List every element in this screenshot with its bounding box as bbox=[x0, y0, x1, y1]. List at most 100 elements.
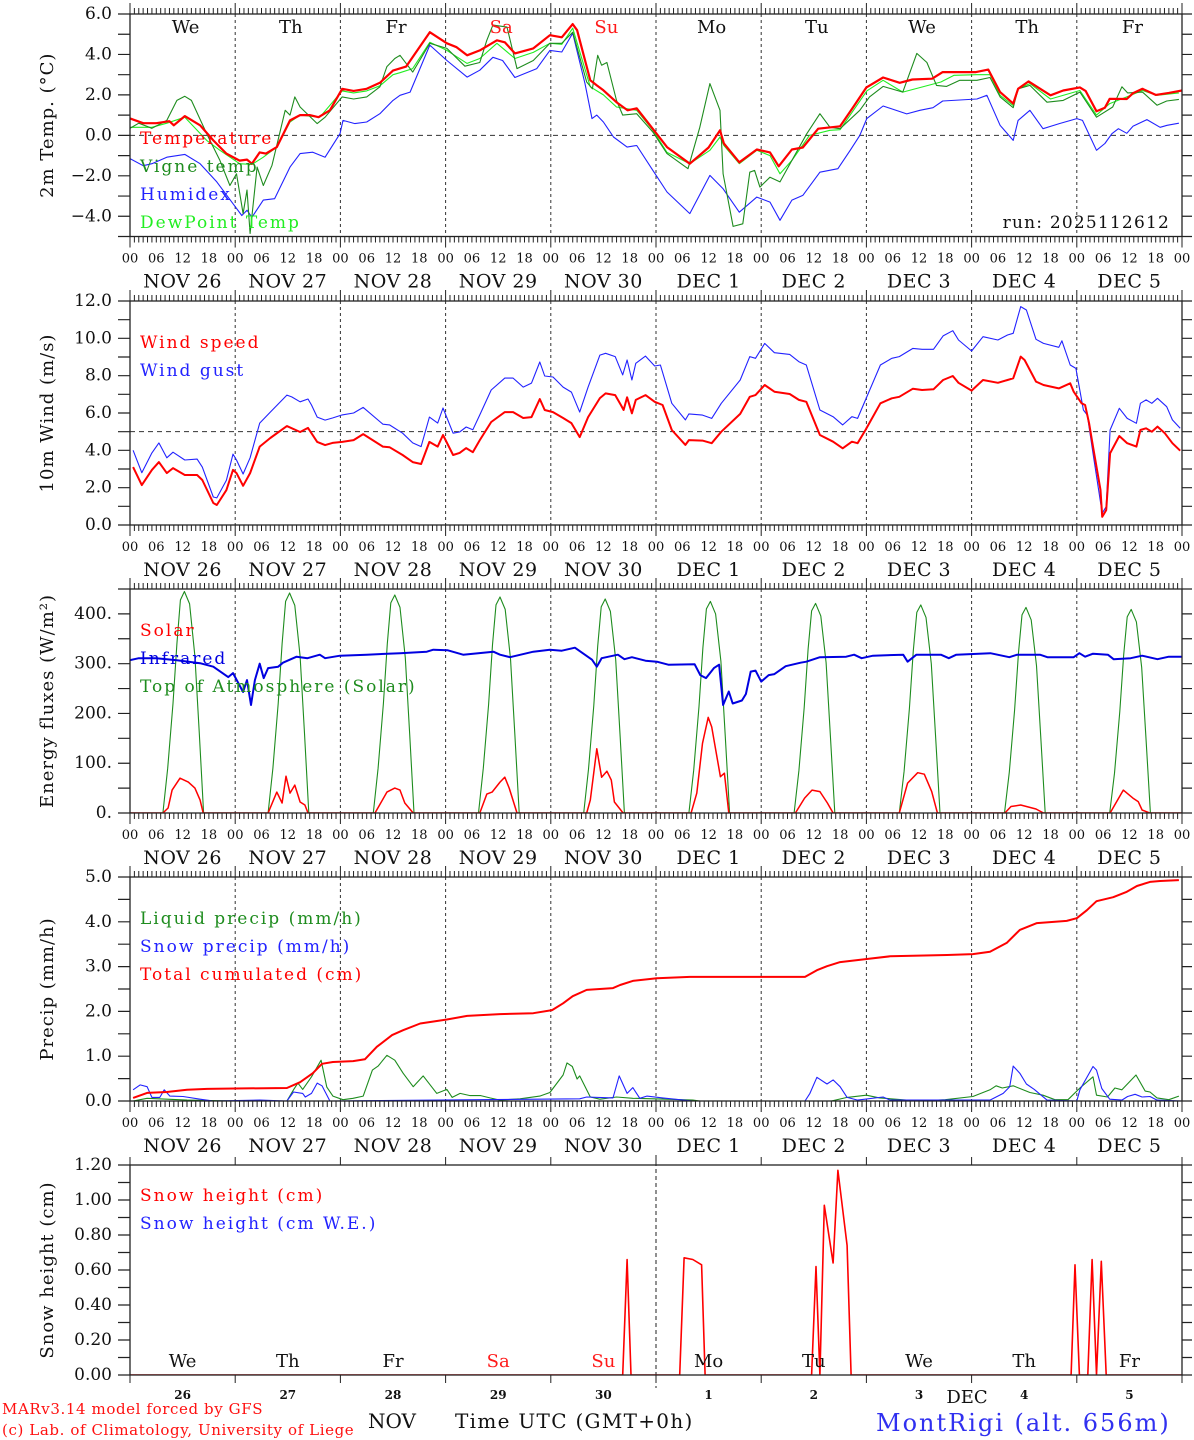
plot-layer: 6.0 4.0 2.0 0.0 −2.0 −4.0 2m Temp. (°C) Tempera… bbox=[37, 3, 1192, 1402]
y-axis-ticks bbox=[118, 13, 1192, 238]
y-tick-label: 5.0 bbox=[85, 867, 112, 887]
x-tick-label: 00 bbox=[122, 828, 139, 843]
x-tick-label: 12 bbox=[911, 252, 928, 267]
weekday-label: We bbox=[169, 1351, 197, 1372]
y-tick-label: 8.0 bbox=[85, 366, 112, 386]
x-tick-label: 18 bbox=[411, 540, 428, 555]
legend-entry: Liquid precip (mm/h) bbox=[140, 909, 363, 929]
date-label: DEC 5 bbox=[1097, 271, 1161, 293]
x-tick-label: 06 bbox=[990, 252, 1007, 267]
y-tick-label: 6.0 bbox=[85, 403, 112, 423]
x-tick-label: 06 bbox=[1095, 252, 1112, 267]
day-number-label: 3 bbox=[915, 1388, 923, 1402]
x-tick-label: 00 bbox=[753, 540, 770, 555]
x-tick-label: 12 bbox=[1016, 828, 1033, 843]
legend-entry: Wind gust bbox=[140, 361, 245, 381]
weekday-label: We bbox=[905, 1351, 933, 1372]
x-tick-label: 18 bbox=[411, 252, 428, 267]
x-tick-label: 00 bbox=[332, 1116, 349, 1131]
x-tick-label: 00 bbox=[543, 540, 560, 555]
date-label: NOV 29 bbox=[459, 271, 538, 293]
x-tick-label: 00 bbox=[648, 540, 665, 555]
y-tick-label: 12.0 bbox=[74, 291, 112, 311]
weekday-label: Fr bbox=[382, 1351, 403, 1372]
date-label: NOV 28 bbox=[354, 271, 433, 293]
x-tick-label: 06 bbox=[253, 1116, 270, 1131]
x-tick-label: 06 bbox=[779, 828, 796, 843]
run-annotation: run: 2025112612 bbox=[1003, 213, 1170, 233]
plot-frame bbox=[129, 1164, 1183, 1376]
x-tick-label: 12 bbox=[1121, 252, 1138, 267]
day-number-label: 2 bbox=[810, 1388, 818, 1402]
x-tick-label: 12 bbox=[280, 540, 297, 555]
x-tick-label: 18 bbox=[832, 252, 849, 267]
y-tick-label: 2.0 bbox=[85, 1001, 112, 1021]
plot-frame bbox=[129, 876, 1183, 1102]
x-tick-label: 18 bbox=[201, 1116, 218, 1131]
x-tick-label: 06 bbox=[674, 540, 691, 555]
plot-frame bbox=[129, 588, 1183, 814]
day-number-label: 1 bbox=[704, 1388, 712, 1402]
x-tick-label: 00 bbox=[1069, 828, 1086, 843]
date-label: DEC 5 bbox=[1097, 559, 1161, 581]
x-tick-label: 12 bbox=[911, 828, 928, 843]
series-line-top-of-atmosphere-solar- bbox=[130, 590, 1182, 813]
x-tick-label: 12 bbox=[911, 1116, 928, 1131]
x-tick-label: 00 bbox=[1174, 828, 1191, 843]
x-tick-label: 00 bbox=[332, 252, 349, 267]
y-tick-label: 2.0 bbox=[85, 85, 112, 105]
x-tick-label: 00 bbox=[227, 828, 244, 843]
x-tick-label: 00 bbox=[543, 1116, 560, 1131]
x-tick-label: 18 bbox=[306, 540, 323, 555]
x-tick-label: 00 bbox=[963, 252, 980, 267]
x-tick-label: 06 bbox=[674, 252, 691, 267]
weekday-label: Su bbox=[591, 1351, 615, 1372]
x-tick-label: 06 bbox=[779, 540, 796, 555]
date-label: NOV 27 bbox=[248, 559, 327, 581]
x-tick-label: 06 bbox=[148, 540, 165, 555]
date-label: DEC 1 bbox=[676, 847, 740, 869]
y-tick-label: 0.40 bbox=[74, 1295, 112, 1315]
date-label: DEC 4 bbox=[992, 847, 1056, 869]
weekday-label: Fr bbox=[385, 17, 406, 38]
date-label: DEC 4 bbox=[992, 559, 1056, 581]
x-tick-label: 06 bbox=[884, 1116, 901, 1131]
y-axis-title: Snow height (cm) bbox=[37, 1181, 58, 1358]
date-label: NOV 26 bbox=[143, 1135, 222, 1157]
y-tick-label: 0.0 bbox=[85, 1091, 112, 1111]
date-label: DEC 2 bbox=[782, 271, 846, 293]
legend-entry: DewPoint Temp bbox=[140, 213, 301, 233]
series-line-humidex bbox=[130, 32, 1179, 221]
date-label: DEC 1 bbox=[676, 559, 740, 581]
x-tick-label: 00 bbox=[227, 1116, 244, 1131]
panel-energy: 400. 300. 200. 100. 0. Energy fluxes (W/m²) So… bbox=[37, 578, 1192, 869]
x-tick-label: 12 bbox=[806, 252, 823, 267]
x-tick-label: 00 bbox=[858, 1116, 875, 1131]
y-tick-label: 1.00 bbox=[74, 1190, 112, 1210]
x-tick-label: 00 bbox=[227, 252, 244, 267]
x-tick-label: 12 bbox=[595, 540, 612, 555]
day-number-label: 26 bbox=[174, 1388, 191, 1402]
station-label: MontRigi (alt. 656m) bbox=[876, 1409, 1171, 1437]
x-tick-label: 06 bbox=[884, 828, 901, 843]
x-tick-label: 06 bbox=[990, 540, 1007, 555]
panel-temperature: 6.0 4.0 2.0 0.0 −2.0 −4.0 2m Temp. (°C) Tempera… bbox=[37, 3, 1192, 293]
legend-entry: Vigne temp bbox=[139, 157, 259, 177]
series-line-snow-precip-mm-h- bbox=[132, 1065, 1182, 1101]
x-tick-label: 18 bbox=[1147, 252, 1164, 267]
weekday-label: Sa bbox=[487, 1351, 510, 1372]
x-tick-label: 12 bbox=[174, 540, 191, 555]
y-tick-label: −2.0 bbox=[71, 166, 112, 186]
x-tick-label: 06 bbox=[358, 1116, 375, 1131]
x-tick-label: 18 bbox=[621, 1116, 638, 1131]
y-tick-label: 0.60 bbox=[74, 1260, 112, 1280]
x-tick-label: 06 bbox=[464, 828, 481, 843]
series-line-solar bbox=[130, 716, 1182, 813]
date-label: DEC 2 bbox=[782, 559, 846, 581]
x-tick-label: 00 bbox=[332, 540, 349, 555]
x-tick-label: 12 bbox=[385, 540, 402, 555]
weekday-label: Su bbox=[594, 17, 618, 38]
weekday-label: Sa bbox=[490, 17, 513, 38]
x-axis-ticks bbox=[129, 1157, 1183, 1383]
